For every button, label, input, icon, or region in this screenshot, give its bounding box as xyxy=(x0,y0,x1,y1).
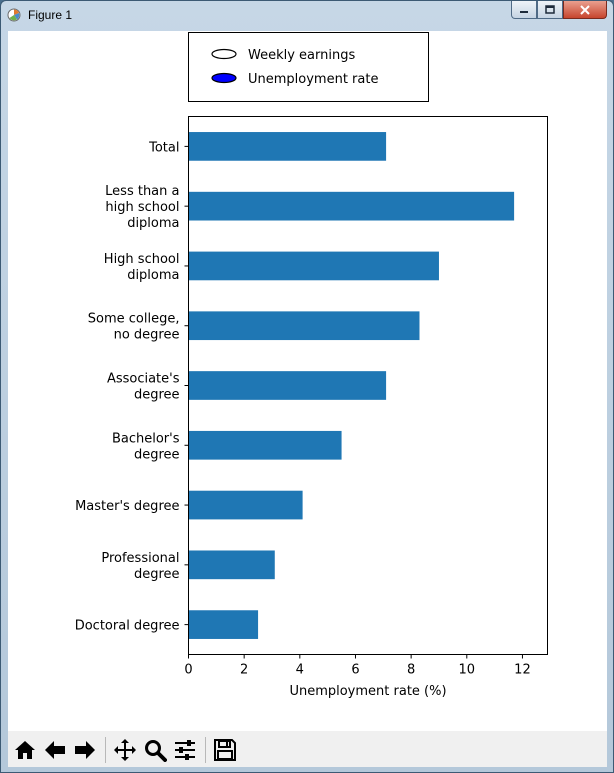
y-tick-label: High school diploma xyxy=(104,252,180,283)
navigation-toolbar xyxy=(8,731,607,767)
y-tick-label: Master's degree xyxy=(75,499,179,514)
pan-icon xyxy=(114,739,136,761)
y-tick-label-line: High school xyxy=(104,252,180,267)
home-icon xyxy=(15,741,35,759)
window-title: Figure 1 xyxy=(28,8,73,22)
y-tick-label-line: diploma xyxy=(127,268,179,283)
matplotlib-figure-icon xyxy=(7,8,21,22)
x-tick-label: 8 xyxy=(407,663,415,678)
x-axis-label: Unemployment rate (%) xyxy=(289,684,446,699)
y-tick-label-line: Bachelor's xyxy=(112,431,180,446)
y-tick-label-line: Professional xyxy=(101,551,179,566)
bar xyxy=(188,311,420,341)
y-tick-label-line: Less than a xyxy=(105,184,179,199)
bar xyxy=(188,251,439,281)
subplots-config-icon xyxy=(175,740,195,760)
bar xyxy=(188,371,387,400)
save-button[interactable] xyxy=(211,736,239,764)
pan-button[interactable] xyxy=(111,736,139,764)
y-tick-label: Less than a high school diploma xyxy=(105,184,179,231)
y-tick-label: Associate's degree xyxy=(107,372,180,403)
y-tick-label-line: degree xyxy=(134,567,180,582)
figure-canvas: Weekly earnings Unemployment rate Total Le… xyxy=(8,31,607,767)
y-tick-label-line: Doctoral degree xyxy=(75,619,180,634)
home-button[interactable] xyxy=(11,736,39,764)
back-button[interactable] xyxy=(41,736,69,764)
toolbar-separator xyxy=(105,737,106,763)
toolbar-separator xyxy=(205,737,206,763)
bar xyxy=(188,550,275,580)
close-icon xyxy=(580,4,590,15)
y-tick-label: Doctoral degree xyxy=(75,619,180,634)
save-icon xyxy=(214,739,236,761)
bar xyxy=(188,610,259,639)
x-tick-label: 10 xyxy=(459,663,476,678)
maximize-button[interactable] xyxy=(537,1,563,19)
title-bar[interactable]: Figure 1 xyxy=(1,1,613,29)
y-tick-label: Total xyxy=(148,140,179,155)
zoom-icon xyxy=(145,740,167,762)
x-tick-label: 2 xyxy=(240,663,248,678)
back-arrow-icon xyxy=(45,741,65,759)
y-tick-label: Professional degree xyxy=(101,551,179,582)
legend-marker xyxy=(211,72,237,84)
close-button[interactable] xyxy=(563,1,607,19)
maximize-icon xyxy=(545,5,555,14)
y-tick-label-line: degree xyxy=(134,447,180,462)
minimize-icon xyxy=(520,10,528,13)
forward-arrow-icon xyxy=(75,741,95,759)
bar xyxy=(188,132,387,161)
bar xyxy=(188,490,303,520)
x-tick-label: 6 xyxy=(351,663,359,678)
zoom-button[interactable] xyxy=(141,736,169,764)
y-tick-label: Bachelor's degree xyxy=(112,431,180,462)
x-tick-label: 4 xyxy=(296,663,304,678)
chart: Weekly earnings Unemployment rate Total Le… xyxy=(75,32,548,699)
subplots-button[interactable] xyxy=(171,736,199,764)
x-tick-label: 12 xyxy=(514,663,531,678)
y-tick-label-line: Some college, xyxy=(88,312,180,327)
legend-label: Weekly earnings xyxy=(248,48,355,63)
y-tick-label: Some college, no degree xyxy=(88,312,180,343)
legend: Weekly earnings Unemployment rate xyxy=(188,32,429,102)
legend-label: Unemployment rate xyxy=(248,72,378,87)
y-tick-label-line: Master's degree xyxy=(75,499,179,514)
forward-button[interactable] xyxy=(71,736,99,764)
bar xyxy=(188,191,515,221)
y-tick-label-line: no degree xyxy=(114,328,180,343)
x-tick-label: 0 xyxy=(184,663,192,678)
minimize-button[interactable] xyxy=(511,1,537,19)
y-tick-label-line: Associate's xyxy=(107,372,180,387)
legend-frame xyxy=(188,32,429,102)
y-tick-label-line: diploma xyxy=(127,216,179,231)
y-tick-label-line: Total xyxy=(148,140,179,155)
legend-marker xyxy=(211,48,237,60)
bar xyxy=(188,430,342,460)
y-tick-label-line: high school xyxy=(105,200,179,215)
y-tick-label-line: degree xyxy=(134,388,180,403)
